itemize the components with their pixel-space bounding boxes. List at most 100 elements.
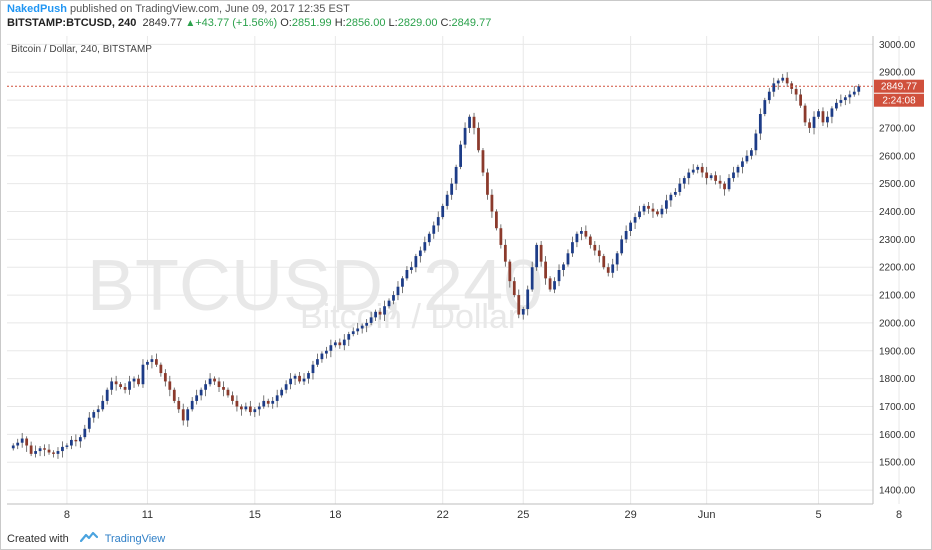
candle-body <box>454 166 458 184</box>
candle-body <box>588 236 592 245</box>
y-tick-label: 2000.00 <box>879 318 916 329</box>
candle-body <box>763 100 767 114</box>
candle-body <box>338 342 342 346</box>
candle-body <box>696 166 700 170</box>
open-value: 2851.99 <box>291 17 332 29</box>
candle-body <box>665 200 668 209</box>
countdown-tag-label: 2:24:08 <box>882 96 916 107</box>
chart-legend: Bitcoin / Dollar, 240, BITSTAMP <box>11 44 152 55</box>
candle-body <box>535 244 539 268</box>
candle-body <box>253 409 257 413</box>
candle-body <box>848 94 852 98</box>
candle-body <box>606 267 610 273</box>
candle-body <box>508 261 512 282</box>
low-value: 2829.00 <box>397 17 438 29</box>
candle-body <box>530 267 534 290</box>
candle-body <box>593 244 597 251</box>
candles <box>11 72 861 459</box>
candle-body <box>257 406 261 410</box>
y-tick-label: 2300.00 <box>879 235 916 246</box>
y-tick-label: 1800.00 <box>879 374 916 385</box>
candle-body <box>580 231 583 234</box>
candle-body <box>830 108 834 117</box>
publish-info: NakedPush published on TradingView.com, … <box>7 3 350 15</box>
candle-body <box>602 256 606 268</box>
candle-body <box>333 342 337 346</box>
candle-body <box>839 100 843 103</box>
candle-body <box>808 122 811 128</box>
candle-body <box>445 194 449 206</box>
published-text: published on TradingView.com, June 09, 2… <box>69 3 350 15</box>
candle-body <box>427 233 431 243</box>
candle-body <box>826 116 829 123</box>
chart-area[interactable]: BTCUSD, 240 Bitcoin / Dollar Bitcoin / D… <box>7 36 925 523</box>
candle-body <box>16 442 20 446</box>
candle-body <box>620 239 624 254</box>
candle-body <box>128 381 131 390</box>
candle-body <box>799 94 802 106</box>
candle-body <box>280 389 284 396</box>
candle-body <box>235 400 239 407</box>
candle-body <box>776 80 780 84</box>
countdown-tag <box>874 93 924 107</box>
candle-body <box>38 448 42 452</box>
candle-body <box>584 231 588 237</box>
candle-body <box>835 102 838 109</box>
candle-body <box>119 384 122 387</box>
candle-body <box>132 378 136 382</box>
candle-body <box>673 192 677 195</box>
candle-body <box>226 389 230 396</box>
candle-body <box>477 127 480 151</box>
candle-body <box>325 350 328 354</box>
candle-body <box>727 178 731 190</box>
low-label: L: <box>388 17 398 29</box>
candle-body <box>168 381 172 390</box>
candle-body <box>195 395 199 401</box>
tradingview-logo-icon[interactable] <box>79 531 98 545</box>
gridlines <box>7 36 900 504</box>
candle-body <box>351 331 355 335</box>
candle-body <box>141 364 145 385</box>
candle-body <box>172 389 176 401</box>
candle-body <box>293 375 297 379</box>
candle-body <box>736 166 740 173</box>
candle-body <box>785 77 789 84</box>
candle-body <box>691 169 695 173</box>
last-price-tag <box>874 79 924 93</box>
x-tick-label: 8 <box>64 509 70 521</box>
candle-body <box>289 378 292 385</box>
candle-body <box>432 225 436 234</box>
y-tick-label: 1600.00 <box>879 430 916 441</box>
candle-body <box>544 261 547 279</box>
candle-body <box>745 155 749 162</box>
candle-body <box>43 448 46 450</box>
candle-body <box>682 178 686 184</box>
tradingview-brand[interactable]: TradingView <box>104 532 166 545</box>
candle-body <box>624 231 628 240</box>
author-link[interactable]: NakedPush <box>7 3 67 15</box>
candle-body <box>723 183 726 190</box>
candle-body <box>204 384 207 390</box>
candle-body <box>512 281 516 296</box>
candle-body <box>110 381 114 390</box>
candle-body <box>213 378 216 382</box>
candle-body <box>181 409 185 421</box>
candle-body <box>405 270 409 279</box>
y-tick-label: 3000.00 <box>879 40 916 51</box>
candle-body <box>597 250 601 257</box>
change-value: +43.77 (+1.56%) <box>195 17 278 29</box>
candle-body <box>571 242 574 254</box>
candle-body <box>360 325 364 329</box>
candle-body <box>34 451 37 454</box>
candle-body <box>298 375 301 382</box>
candle-body <box>459 144 462 167</box>
candle-body <box>709 175 713 179</box>
x-tick-label: 29 <box>624 509 636 521</box>
candlestick-chart[interactable]: BTCUSD, 240 Bitcoin / Dollar Bitcoin / D… <box>7 36 925 523</box>
candle-body <box>374 311 377 318</box>
candle-body <box>575 233 579 243</box>
footer: Created with TradingView <box>7 531 165 547</box>
x-tick-label: Jun <box>698 509 716 521</box>
candle-body <box>56 451 60 454</box>
candle-body <box>29 445 33 454</box>
